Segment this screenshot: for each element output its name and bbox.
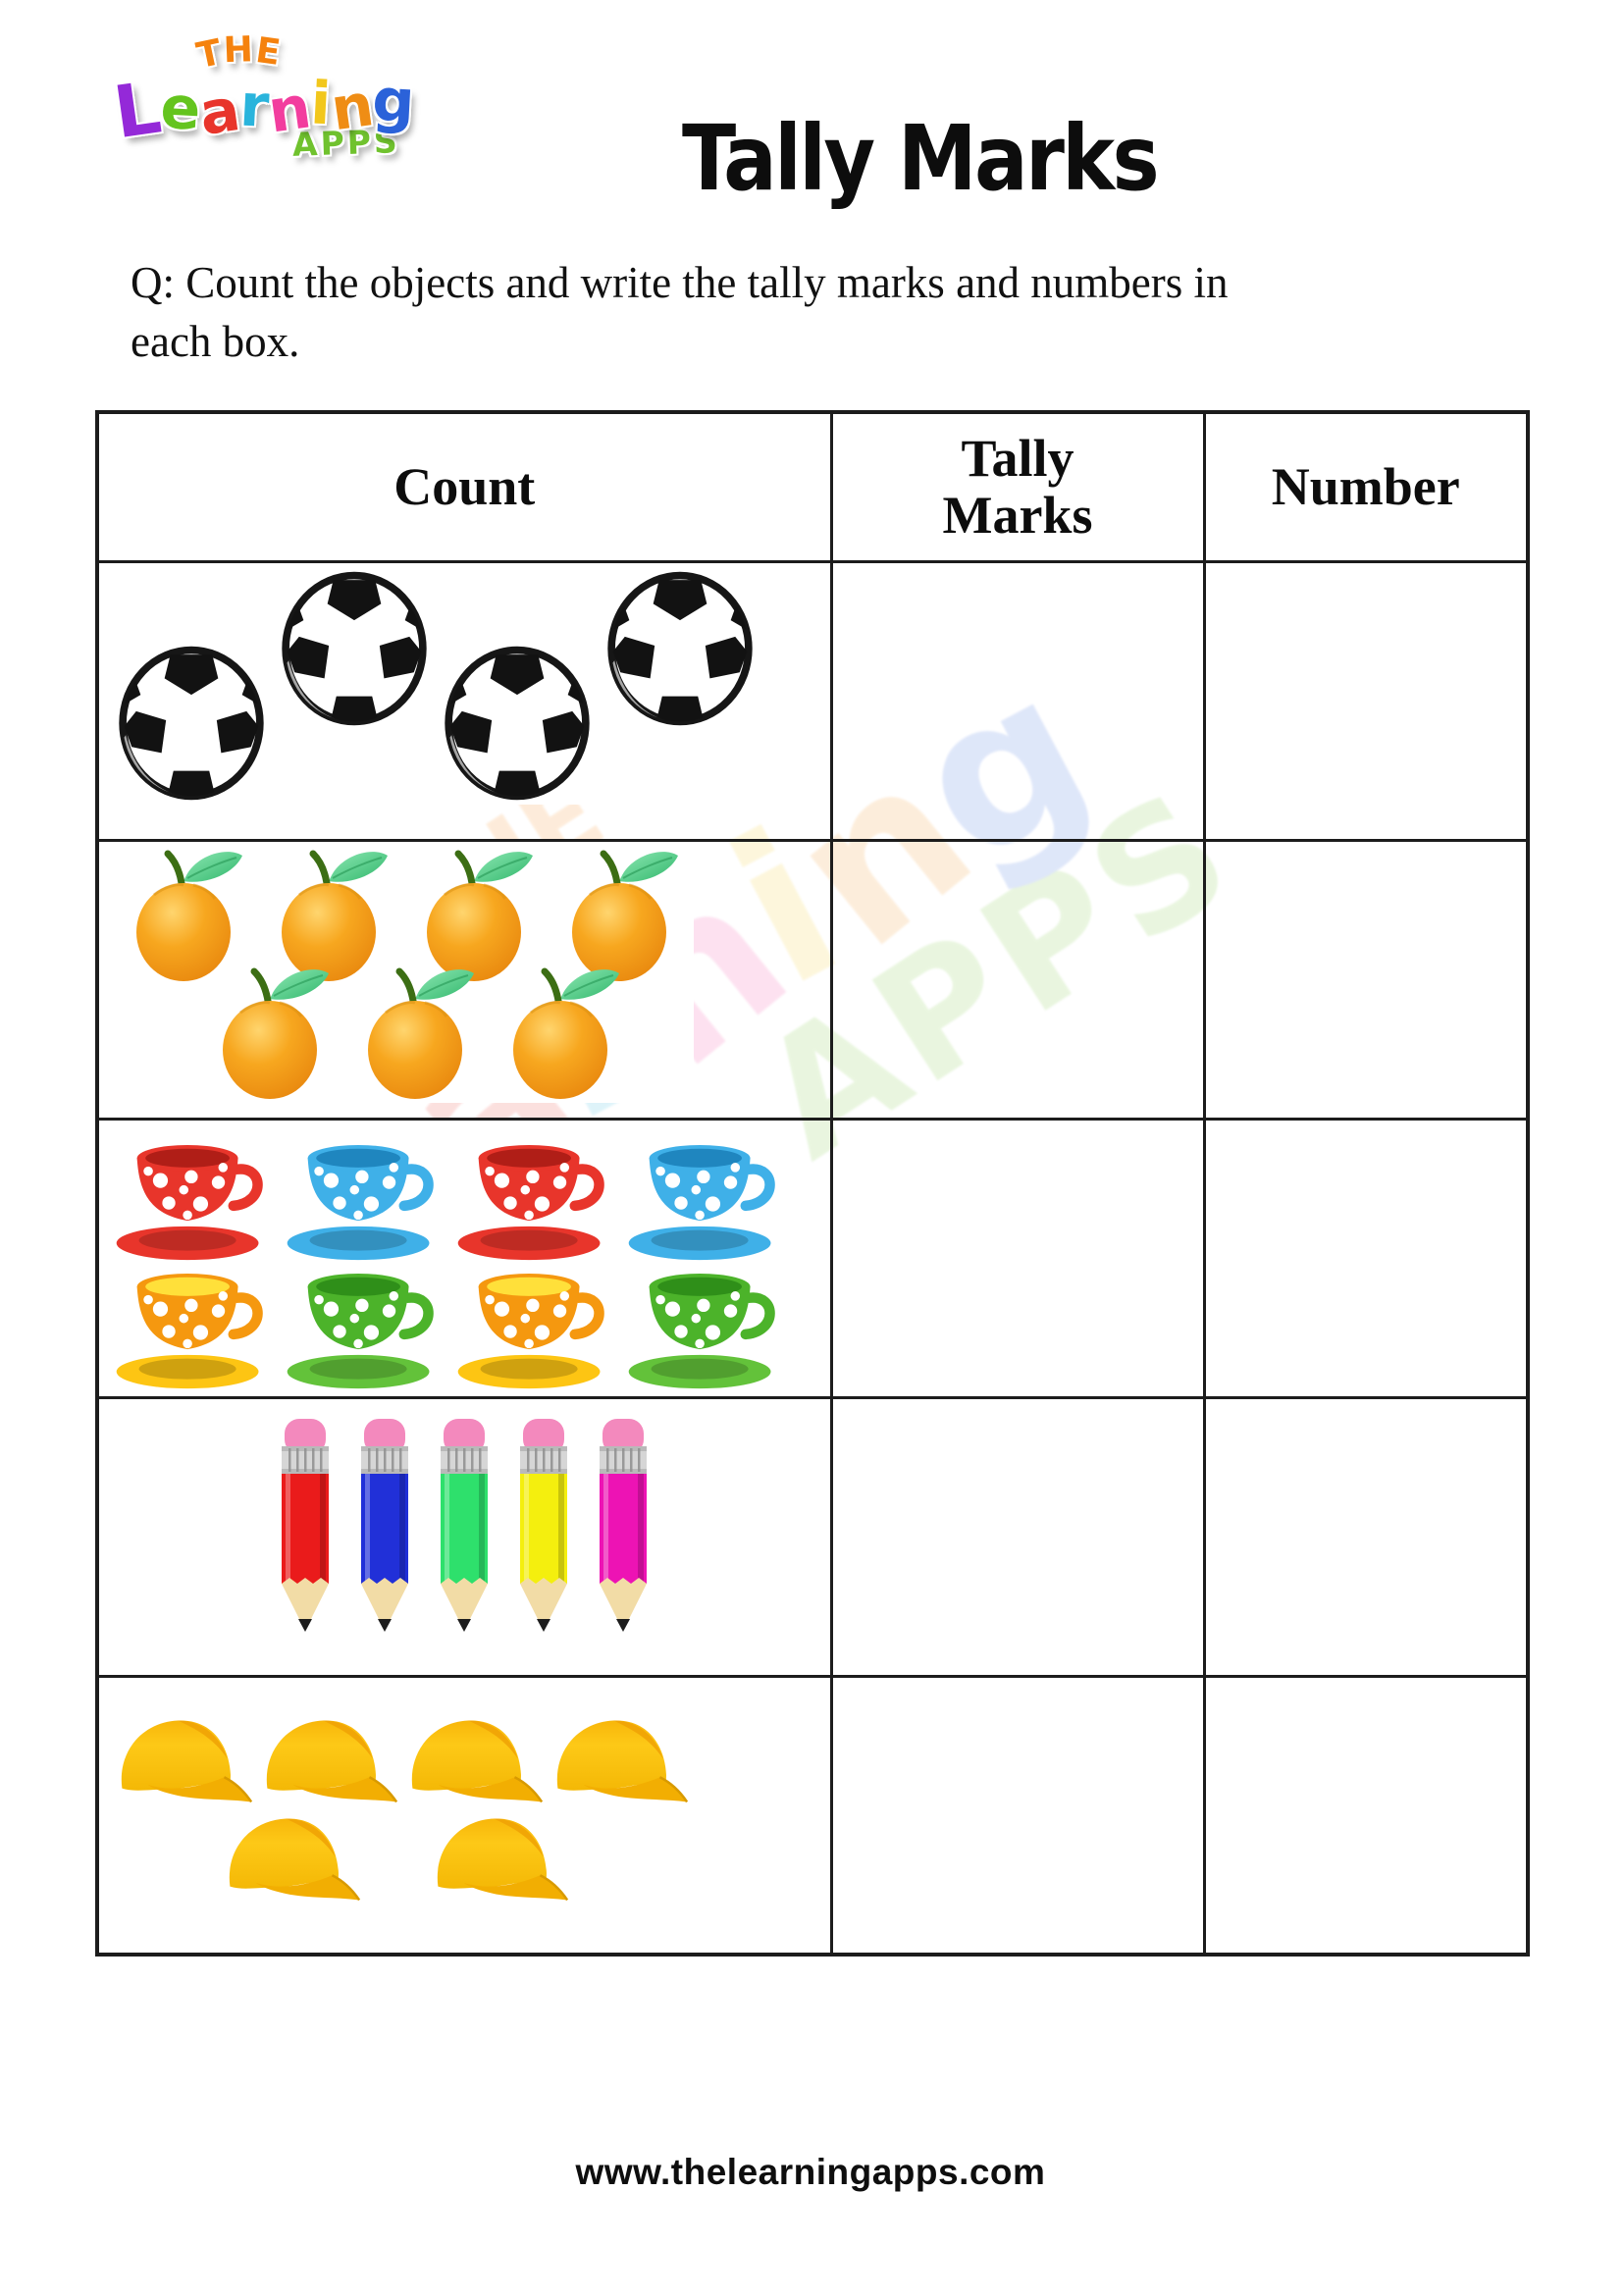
cup-icon: [621, 1253, 782, 1391]
logo-text: a: [195, 75, 245, 149]
logo-text: n: [326, 71, 378, 145]
soccer-ball-icon: [605, 571, 755, 801]
logo-text: H: [223, 29, 257, 72]
count-cell-soccer-balls: [95, 559, 833, 842]
pencil-icon: [349, 1415, 420, 1644]
header-cell-tally: Tally Marks: [829, 410, 1206, 563]
orange-icon: [207, 962, 337, 1101]
footer-url: www.thelearningapps.com: [575, 2152, 1046, 2192]
soccer-ball-icon: [280, 571, 429, 801]
count-cell-oranges: [95, 838, 833, 1121]
cap-icon: [547, 1709, 692, 1813]
orange-icon: [121, 844, 250, 983]
table-row: [95, 1117, 1530, 1399]
pencil-icon: [588, 1415, 658, 1644]
table-row: [95, 559, 1530, 842]
logo-text: e: [158, 73, 202, 144]
logo-text: L: [109, 66, 167, 156]
number-cell: [1202, 1117, 1530, 1399]
worksheet-table: Count Tally Marks Number: [95, 410, 1530, 1957]
page-title: Tally Marks: [682, 106, 1160, 211]
orange-icon: [266, 844, 395, 983]
header-label-count: Count: [393, 457, 536, 517]
header-cell-count: Count: [95, 410, 833, 563]
table-row: [95, 1674, 1530, 1957]
header-label-number: Number: [1271, 457, 1460, 517]
cap-icon: [427, 1807, 572, 1911]
count-cell-caps: [95, 1674, 833, 1957]
orange-icon: [498, 962, 627, 1101]
count-cell-teacups: [95, 1117, 833, 1399]
logo-text: n: [264, 73, 316, 147]
count-items: [109, 564, 762, 805]
question-line-1: Q: Count the objects and write the tally…: [131, 258, 1229, 307]
header-cell-number: Number: [1202, 410, 1530, 563]
items-line: [219, 1807, 692, 1911]
table-row: [95, 1395, 1530, 1678]
orange-icon: [352, 962, 482, 1101]
number-cell: [1202, 1395, 1530, 1678]
count-items: [242, 1404, 687, 1654]
count-items: [103, 1120, 788, 1395]
question-text: Q: Count the objects and write the tally…: [131, 253, 1229, 371]
pencil-icon: [429, 1415, 499, 1644]
question-line-2: each box.: [131, 317, 300, 366]
number-cell: [1202, 559, 1530, 842]
cup-icon: [450, 1124, 611, 1263]
logo-text: Learning: [109, 65, 417, 155]
cap-icon: [219, 1807, 364, 1911]
cup-icon: [109, 1253, 270, 1391]
cap-icon: [256, 1709, 401, 1813]
count-cell-pencils: [95, 1395, 833, 1678]
cup-icon: [280, 1124, 441, 1263]
logo-text: g: [371, 66, 417, 137]
header-row: Count Tally Marks Number: [95, 410, 1530, 563]
items-line: [109, 1124, 782, 1263]
cup-icon: [621, 1124, 782, 1263]
number-cell: [1202, 1674, 1530, 1957]
soccer-ball-icon: [117, 646, 266, 801]
cap-icon: [111, 1709, 256, 1813]
cup-icon: [280, 1253, 441, 1391]
orange-icon: [556, 844, 686, 983]
header-label-tally: Tally Marks: [942, 428, 1093, 546]
number-cell: [1202, 838, 1530, 1121]
tally-cell: [829, 559, 1206, 842]
pencil-icon: [508, 1415, 579, 1644]
items-line: [109, 1253, 782, 1391]
orange-icon: [411, 844, 541, 983]
items-line: [111, 1709, 692, 1813]
table-row: [95, 838, 1530, 1121]
pencil-icon: [270, 1415, 341, 1644]
count-items: [105, 1706, 698, 1913]
soccer-ball-icon: [443, 646, 592, 801]
items-line: [207, 962, 686, 1101]
count-items: [113, 841, 694, 1103]
cup-icon: [109, 1124, 270, 1263]
tally-cell: [829, 838, 1206, 1121]
cup-icon: [450, 1253, 611, 1391]
tally-cell: [829, 1395, 1206, 1678]
logo-text: E: [252, 29, 286, 75]
items-line: [121, 844, 686, 983]
tally-cell: [829, 1674, 1206, 1957]
cap-icon: [401, 1709, 547, 1813]
tally-cell: [829, 1117, 1206, 1399]
learning-apps-logo: THE Learning APPS: [109, 25, 417, 170]
